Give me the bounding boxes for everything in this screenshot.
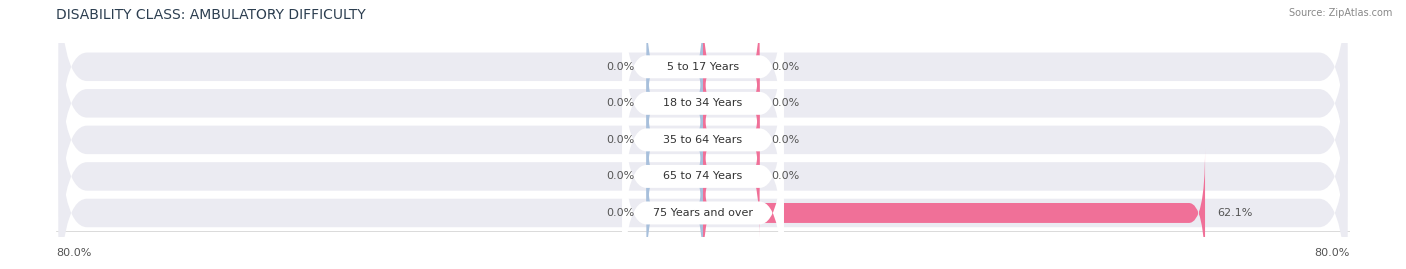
Text: 35 to 64 Years: 35 to 64 Years [664, 135, 742, 145]
FancyBboxPatch shape [647, 113, 703, 239]
Text: 0.0%: 0.0% [772, 171, 800, 181]
FancyBboxPatch shape [647, 150, 703, 269]
Text: 75 Years and over: 75 Years and over [652, 208, 754, 218]
FancyBboxPatch shape [703, 4, 759, 130]
FancyBboxPatch shape [623, 5, 785, 201]
Text: 80.0%: 80.0% [56, 248, 91, 258]
FancyBboxPatch shape [623, 0, 785, 165]
Text: 0.0%: 0.0% [606, 135, 634, 145]
FancyBboxPatch shape [703, 40, 759, 167]
FancyBboxPatch shape [623, 78, 785, 269]
FancyBboxPatch shape [59, 0, 1347, 180]
Text: 80.0%: 80.0% [1315, 248, 1350, 258]
Text: 0.0%: 0.0% [606, 98, 634, 108]
FancyBboxPatch shape [647, 40, 703, 167]
Text: 0.0%: 0.0% [772, 135, 800, 145]
FancyBboxPatch shape [59, 63, 1347, 269]
FancyBboxPatch shape [59, 26, 1347, 253]
FancyBboxPatch shape [59, 99, 1347, 269]
FancyBboxPatch shape [59, 0, 1347, 217]
FancyBboxPatch shape [647, 77, 703, 203]
Text: Source: ZipAtlas.com: Source: ZipAtlas.com [1288, 8, 1392, 18]
FancyBboxPatch shape [623, 42, 785, 238]
FancyBboxPatch shape [703, 113, 759, 239]
FancyBboxPatch shape [703, 77, 759, 203]
Text: 0.0%: 0.0% [606, 208, 634, 218]
FancyBboxPatch shape [623, 115, 785, 269]
FancyBboxPatch shape [703, 150, 1205, 269]
Text: 0.0%: 0.0% [606, 171, 634, 181]
Text: 5 to 17 Years: 5 to 17 Years [666, 62, 740, 72]
Text: 65 to 74 Years: 65 to 74 Years [664, 171, 742, 181]
Text: 18 to 34 Years: 18 to 34 Years [664, 98, 742, 108]
Text: DISABILITY CLASS: AMBULATORY DIFFICULTY: DISABILITY CLASS: AMBULATORY DIFFICULTY [56, 8, 366, 22]
Text: 62.1%: 62.1% [1218, 208, 1253, 218]
Text: 0.0%: 0.0% [772, 62, 800, 72]
Text: 0.0%: 0.0% [606, 62, 634, 72]
FancyBboxPatch shape [647, 4, 703, 130]
Text: 0.0%: 0.0% [772, 98, 800, 108]
